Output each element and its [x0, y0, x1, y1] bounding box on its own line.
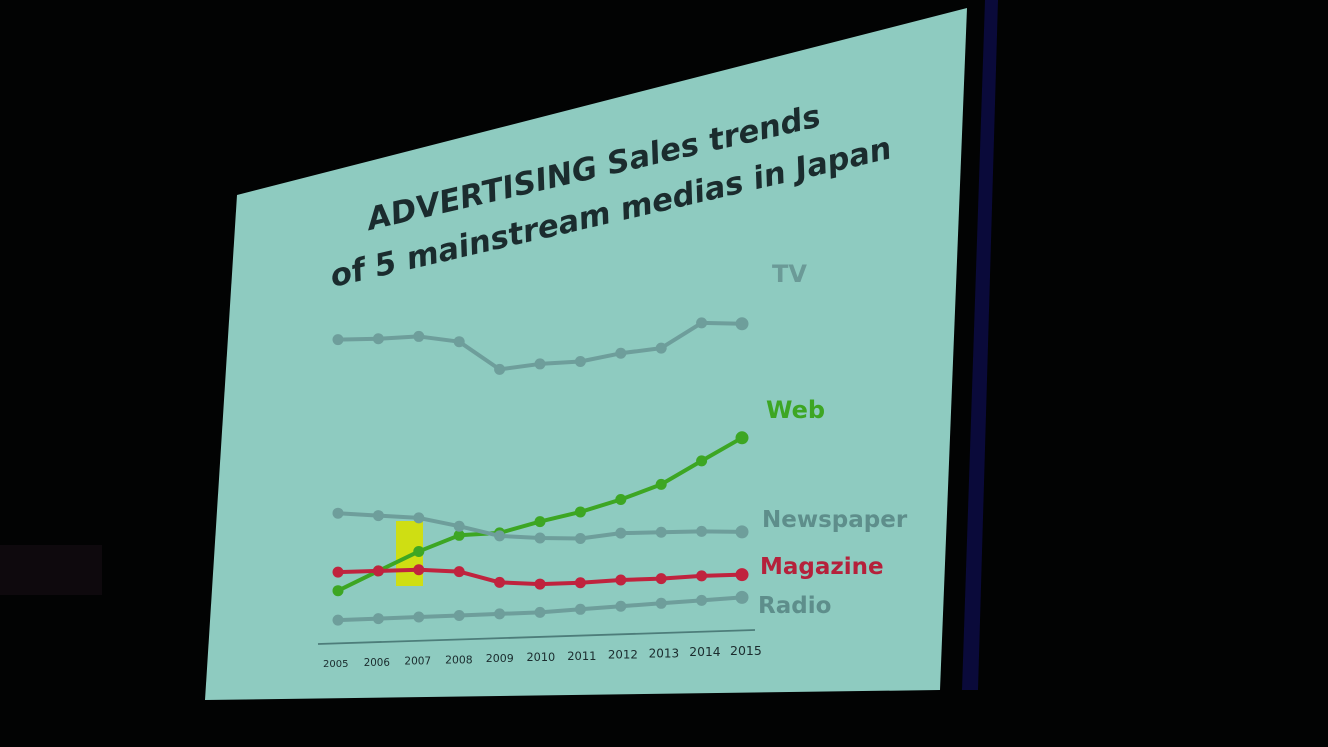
- data-point-marker: [615, 494, 627, 506]
- data-point-marker: [413, 330, 425, 342]
- data-point-marker: [574, 533, 586, 544]
- data-point-marker: [655, 597, 667, 609]
- projection-screen: [205, 8, 967, 700]
- data-point-marker: [615, 347, 627, 359]
- data-point-marker: [332, 585, 344, 597]
- data-point-marker: [574, 603, 586, 615]
- x-axis-ticks: 2005 2006 2007 2008 2009 2010 2011 2012 2013 2014…: [323, 643, 762, 670]
- series-radio: [332, 590, 749, 626]
- data-point-marker: [655, 342, 667, 354]
- data-point-marker: [655, 573, 667, 585]
- data-point-marker: [332, 507, 344, 519]
- x-tick-label: 2005: [323, 659, 348, 670]
- data-point-marker: [534, 516, 546, 528]
- x-tick-label: 2006: [364, 657, 390, 669]
- screen-frame-edge: [962, 0, 998, 690]
- data-point-marker: [696, 594, 708, 606]
- x-tick-label: 2015: [730, 643, 762, 658]
- data-point-marker: [453, 566, 465, 578]
- x-tick-label: 2011: [567, 649, 596, 663]
- equipment-shadow: [0, 545, 102, 595]
- data-point-marker: [413, 545, 425, 557]
- data-point-marker: [453, 529, 465, 541]
- data-point-marker: [735, 431, 749, 445]
- legend-label-newspaper: Newspaper: [762, 507, 908, 533]
- data-point-marker: [574, 577, 586, 589]
- data-point-marker: [494, 576, 506, 588]
- data-point-marker: [413, 611, 425, 623]
- data-point-marker: [735, 317, 749, 331]
- data-point-marker: [453, 520, 465, 532]
- data-point-marker: [332, 334, 344, 346]
- data-point-marker: [494, 530, 506, 542]
- x-tick-label: 2012: [608, 648, 638, 662]
- x-tick-label: 2013: [649, 646, 680, 660]
- data-point-marker: [413, 564, 425, 576]
- data-point-marker: [413, 512, 425, 524]
- x-tick-label: 2008: [445, 653, 473, 666]
- data-point-marker: [615, 527, 627, 539]
- data-point-marker: [735, 568, 749, 582]
- data-point-marker: [534, 358, 546, 370]
- data-point-marker: [696, 455, 708, 467]
- x-tick-label: 2009: [486, 652, 514, 665]
- data-point-marker: [655, 478, 667, 490]
- data-point-marker: [332, 566, 344, 578]
- data-point-marker: [372, 510, 384, 522]
- data-point-marker: [696, 317, 708, 329]
- data-point-marker: [534, 578, 546, 590]
- legend-label-radio: Radio: [758, 593, 831, 619]
- chart-plot-area: [332, 317, 749, 626]
- legend-label-web: Web: [766, 396, 825, 424]
- series-magazine: [332, 564, 749, 590]
- legend-label-tv: TV: [772, 260, 807, 288]
- data-point-marker: [453, 336, 465, 348]
- data-point-marker: [494, 363, 506, 375]
- data-point-marker: [494, 608, 506, 620]
- data-point-marker: [372, 565, 384, 577]
- data-point-marker: [574, 356, 586, 367]
- data-point-marker: [372, 333, 384, 345]
- legend-label-magazine: Magazine: [760, 554, 884, 580]
- data-point-marker: [696, 525, 708, 537]
- data-point-marker: [574, 506, 586, 518]
- data-point-marker: [453, 609, 465, 621]
- data-point-marker: [655, 526, 667, 538]
- data-point-marker: [735, 525, 749, 539]
- x-tick-label: 2010: [527, 651, 556, 664]
- data-point-marker: [372, 613, 384, 625]
- data-point-marker: [615, 600, 627, 612]
- series-newspaper: [332, 507, 749, 544]
- x-tick-label: 2007: [404, 656, 431, 668]
- x-tick-label: 2014: [689, 645, 720, 659]
- data-point-marker: [696, 570, 708, 582]
- x-axis-line: [317, 629, 756, 645]
- data-point-marker: [534, 606, 546, 618]
- series-tv: [332, 317, 749, 375]
- data-point-marker: [534, 532, 546, 544]
- data-point-marker: [735, 590, 749, 604]
- data-point-marker: [615, 574, 627, 586]
- data-point-marker: [332, 614, 344, 626]
